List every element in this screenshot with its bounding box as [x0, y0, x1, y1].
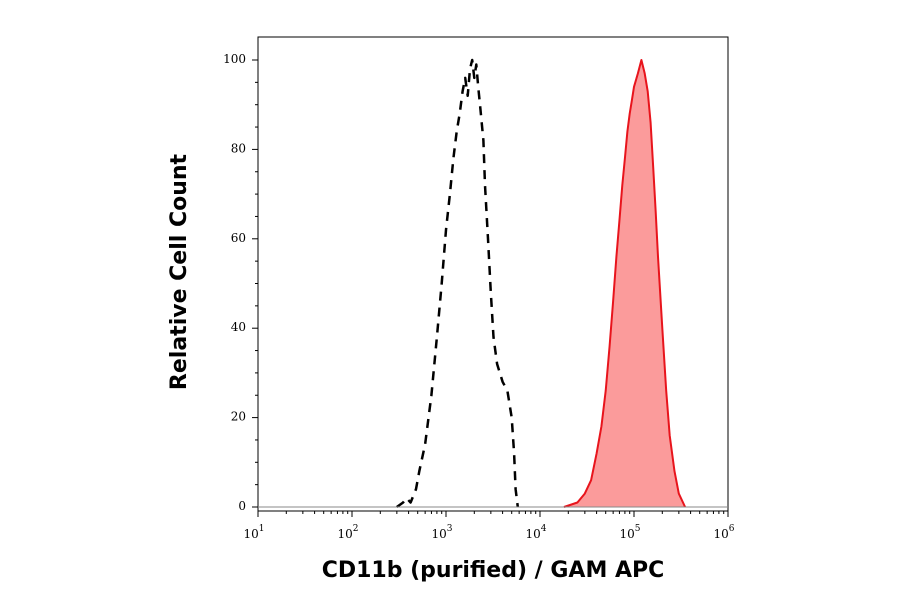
y-tick-label: 80	[231, 141, 246, 155]
x-tick-label: 103	[431, 524, 452, 541]
series-2-fill	[564, 60, 686, 507]
x-axis-ticks: 101 102 103 104 105 106	[243, 511, 735, 541]
y-tick-label: 0	[238, 499, 246, 513]
x-axis-title: CD11b (purified) / GAM APC	[322, 558, 665, 583]
x-tick-label: 102	[337, 524, 358, 541]
y-axis-title: Relative Cell Count	[167, 153, 192, 390]
x-tick-label: 106	[713, 524, 734, 541]
y-tick-label: 20	[231, 410, 246, 424]
series-2-line	[563, 59, 687, 508]
plot-area	[257, 36, 729, 512]
plot-frame	[257, 36, 729, 512]
y-tick-label: 60	[231, 231, 246, 245]
x-tick-label: 104	[525, 524, 546, 541]
y-tick-label: 100	[223, 52, 246, 66]
x-tick-label: 101	[243, 524, 264, 541]
y-tick-label: 40	[231, 320, 246, 334]
y-axis-ticks: 0 20 40 60 80 100	[223, 52, 258, 513]
x-tick-label: 105	[619, 524, 640, 541]
series-1-line	[396, 58, 520, 509]
